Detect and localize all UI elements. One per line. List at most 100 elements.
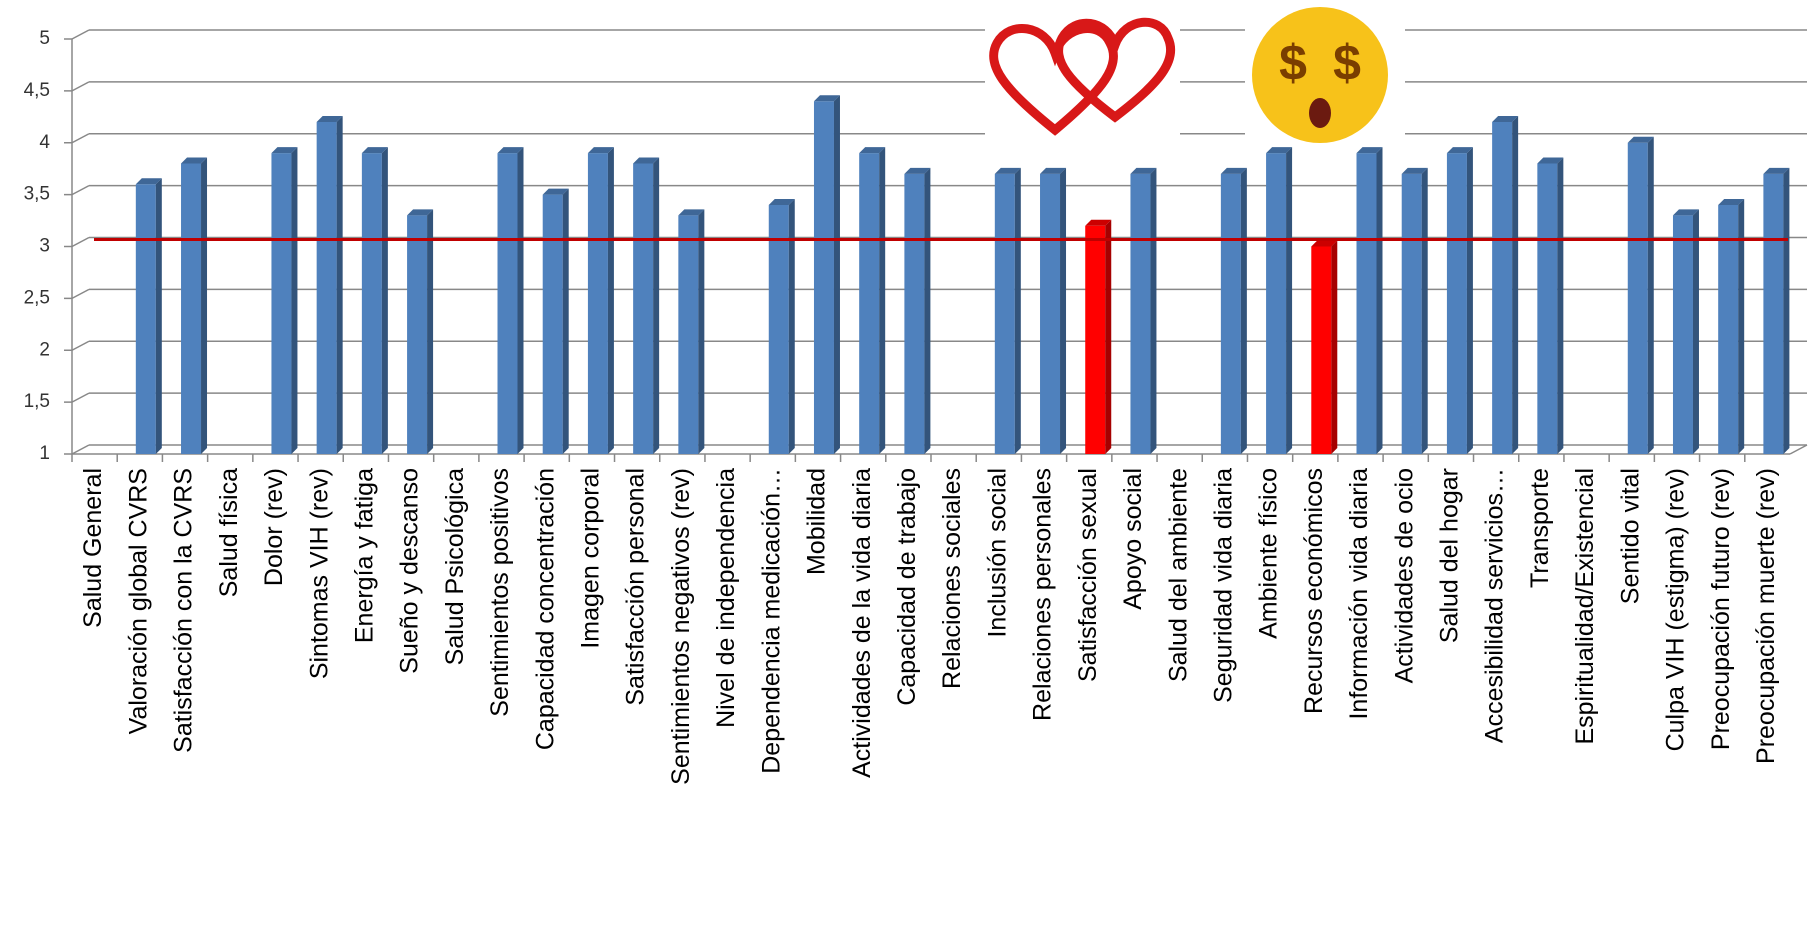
y-tick-label: 1,5	[24, 391, 50, 412]
grid-diagonal	[71, 288, 90, 300]
bar-top	[904, 167, 931, 174]
money-face-icon: $ $	[1245, 5, 1405, 145]
bar-top	[633, 157, 660, 164]
bar-side	[1014, 167, 1021, 454]
bar	[135, 184, 156, 454]
bar	[904, 173, 925, 454]
y-tick-label: 4	[39, 132, 50, 153]
bar	[1446, 153, 1467, 454]
bar-top	[768, 199, 795, 205]
bar-top	[271, 147, 298, 154]
y-tick-label: 5	[39, 28, 50, 49]
bar-top	[1627, 136, 1654, 143]
bar	[1763, 173, 1784, 454]
x-tick-label: Dolor (rev)	[260, 468, 288, 586]
x-tick-label: Salud Psicológica	[441, 468, 469, 665]
bar	[542, 194, 563, 454]
bar-top	[1446, 147, 1473, 154]
x-tick-label: Relaciones sociales	[938, 468, 966, 689]
bar	[1492, 122, 1513, 454]
bar-side	[607, 147, 614, 454]
bar-side	[1105, 219, 1112, 454]
bar	[1266, 153, 1287, 454]
grid-diagonal	[71, 133, 90, 144]
bar-side	[336, 116, 343, 454]
bar-side	[1512, 116, 1519, 454]
bar-side	[1421, 167, 1428, 454]
bar-side	[1286, 147, 1293, 454]
bar	[1718, 205, 1739, 454]
bar	[1085, 225, 1106, 454]
x-tick-label: Sentimientos positivos	[486, 468, 514, 717]
x-tick-label: Seguridad vida diaria	[1209, 468, 1237, 703]
bar	[813, 101, 834, 454]
bar-side	[201, 157, 208, 454]
x-tick-label: Dependencia medicación…	[757, 468, 785, 774]
x-tick-label: Salud del ambiente	[1164, 468, 1192, 682]
bar	[181, 163, 202, 454]
bar-top	[1672, 209, 1699, 216]
x-tick-label: Información vida diaria	[1345, 468, 1373, 720]
x-tick-label: Satisfacción con la CVRS	[170, 468, 198, 753]
bar-top	[1266, 147, 1293, 154]
y-tick-label: 1	[39, 443, 50, 464]
bar-side	[1466, 147, 1473, 454]
bar-top	[1311, 240, 1338, 247]
grid-diagonal	[71, 81, 90, 92]
bar-top	[316, 116, 343, 122]
bar	[497, 153, 518, 454]
y-tick-label: 3,5	[24, 184, 50, 205]
bar-side	[1738, 199, 1745, 454]
x-tick-label: Salud física	[215, 468, 243, 597]
bar	[271, 153, 292, 454]
x-tick-label: Satisfacción sexual	[1074, 468, 1102, 682]
x-tick-label: Espiritualidad/Existencial	[1571, 468, 1599, 745]
bar-top	[1763, 167, 1790, 174]
bar-side	[788, 199, 795, 454]
bar-side	[427, 209, 434, 454]
x-tick-label: Imagen corporal	[577, 468, 605, 649]
bar-top	[1356, 147, 1383, 154]
bar-top	[361, 147, 388, 154]
bar	[633, 163, 654, 454]
bar-side	[381, 147, 388, 454]
x-tick-label: Sentimientos negativos (rev)	[667, 468, 695, 785]
x-tick-label: Satisfacción personal	[622, 468, 650, 706]
bar	[1401, 173, 1422, 454]
x-tick-label: Recursos económicos	[1300, 468, 1328, 714]
x-tick-label: Apoyo social	[1119, 468, 1147, 610]
bar-side	[879, 147, 886, 454]
bar-top	[678, 209, 705, 216]
x-tick-label: Sueño y descanso	[396, 468, 424, 674]
x-tick-label: Capacidad de trabajo	[893, 468, 921, 706]
x-tick-label: Inclusión social	[983, 468, 1011, 638]
bar	[859, 153, 880, 454]
bar-top	[181, 157, 208, 164]
bar-side	[517, 147, 524, 454]
bar-top	[1401, 167, 1428, 174]
bar-top	[1718, 199, 1745, 205]
x-tick-label: Sintomas VIH (rev)	[305, 468, 333, 679]
bar-side	[1060, 167, 1067, 454]
x-tick-label: Salud del hogar	[1436, 468, 1464, 643]
x-tick-label: Ambiente físico	[1255, 468, 1283, 639]
bar	[678, 215, 699, 454]
x-tick-label: Mobilidad	[803, 468, 831, 575]
bar-side	[1376, 147, 1383, 454]
bar	[768, 205, 789, 454]
grid-diagonal	[71, 184, 90, 196]
bar-top	[497, 147, 524, 154]
bar	[361, 153, 382, 454]
bar-top	[1040, 167, 1067, 174]
bar	[1040, 173, 1061, 454]
bar	[1356, 153, 1377, 454]
x-tick-label: Energía y fatiga	[350, 468, 378, 643]
bar-top	[1537, 157, 1564, 164]
bar	[1220, 173, 1241, 454]
x-tick-label: Transporte	[1526, 468, 1554, 588]
x-tick-label: Actividades de la vida diaria	[848, 468, 876, 778]
grid-diagonal	[71, 340, 90, 351]
floor-edge	[1789, 444, 1808, 455]
bar	[407, 215, 428, 454]
bar-side	[1783, 167, 1790, 454]
